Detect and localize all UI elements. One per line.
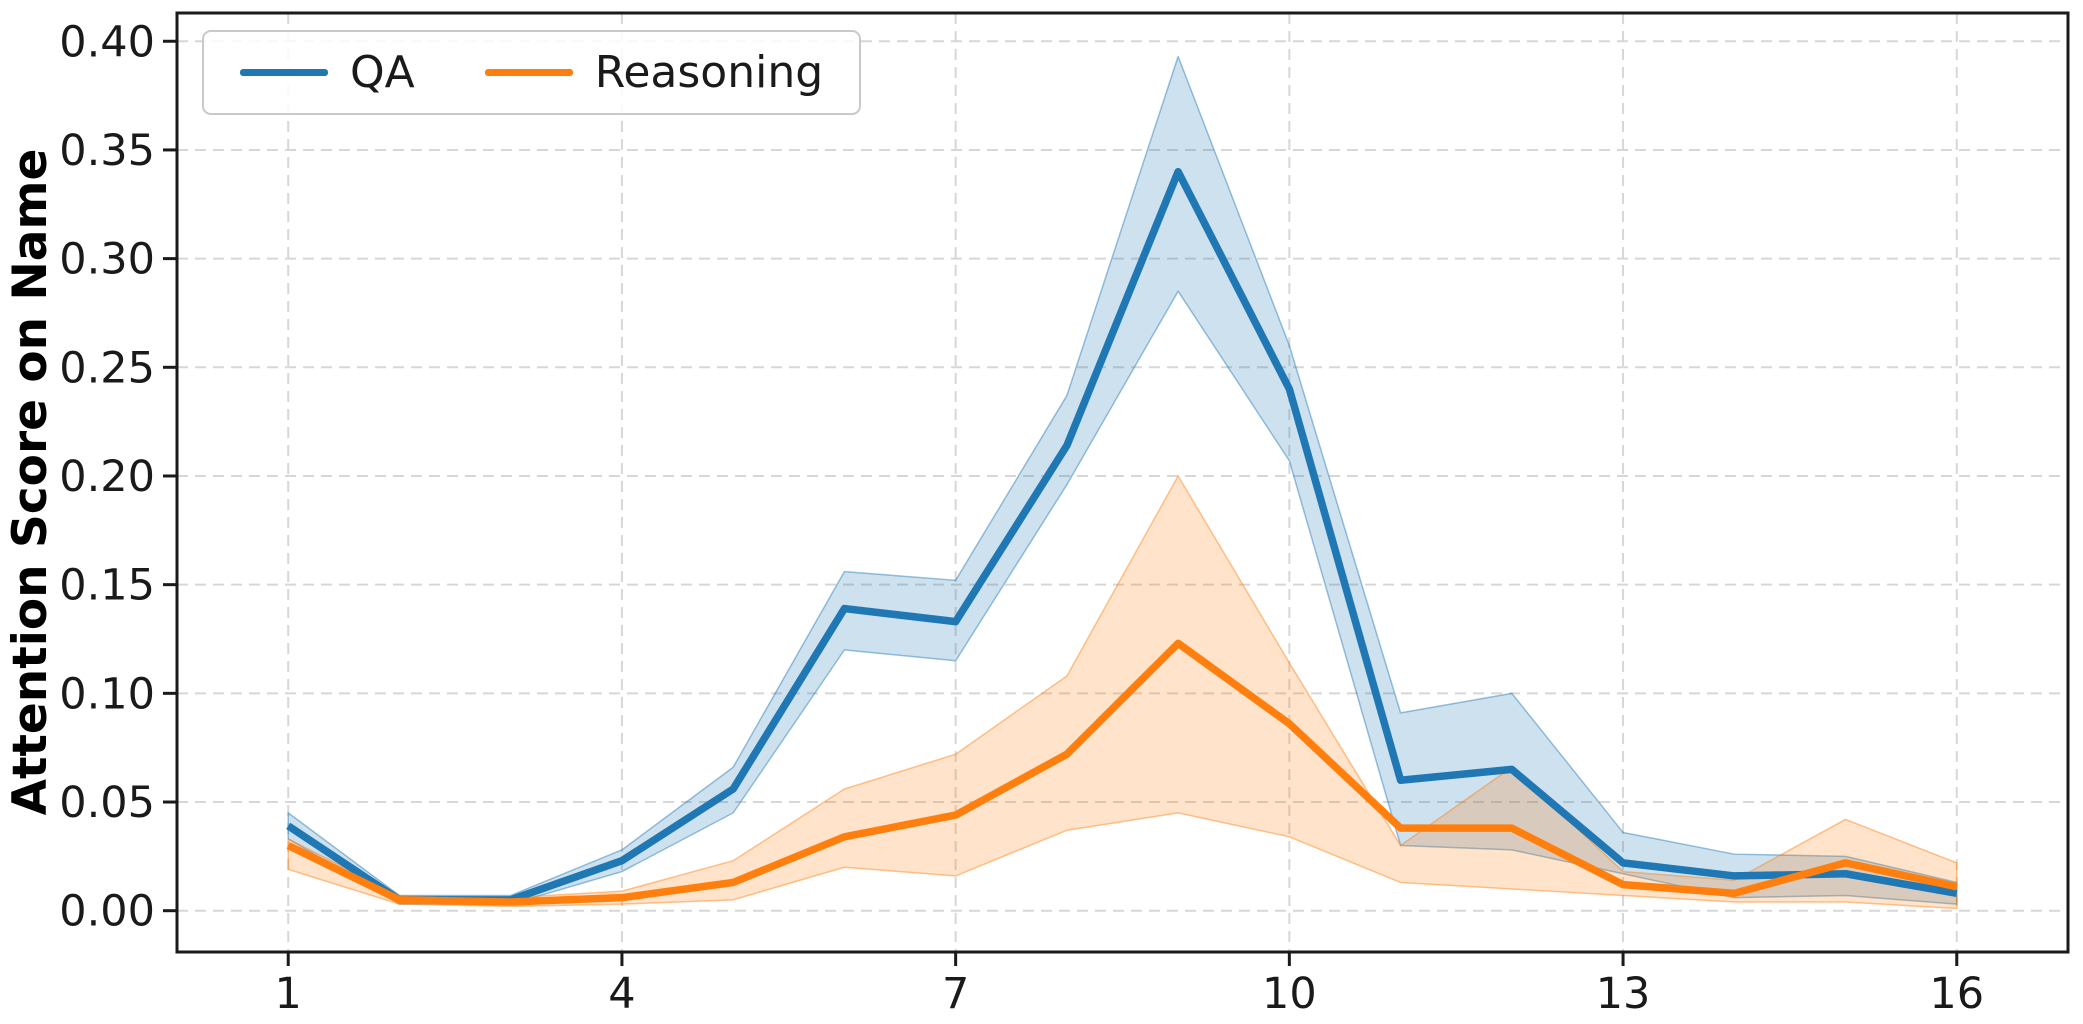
y-tick-label: 0.00 [59,887,155,937]
x-tick-label: 10 [1262,969,1317,1019]
legend: QA Reasoning [202,30,862,115]
reasoning-line-swatch [484,69,573,76]
qa-confidence-band [287,55,1958,905]
y-tick-label: 0.15 [59,561,155,611]
x-tick-label: 7 [942,969,969,1019]
reasoning-line [286,639,1958,906]
y-tick-label: 0.10 [59,669,155,719]
confidence-bands [287,55,1958,910]
legend-label-reasoning: Reasoning [594,46,824,98]
x-tick-label: 1 [275,969,302,1019]
y-tick-label: 0.30 [59,235,155,285]
plot-border [175,11,2070,954]
series-lines [286,167,1958,906]
y-tick-label: 0.25 [59,343,155,393]
x-tick-label: 4 [608,969,635,1019]
legend-item-qa: QA [240,46,415,98]
y-tick-label: 0.05 [59,778,155,828]
qa-line-swatch [240,69,328,76]
qa-line [286,167,1958,904]
y-tick-label: 0.40 [59,17,155,67]
gridlines [177,13,2068,952]
y-tick-label: 0.20 [59,452,155,502]
x-tick-label: 16 [1929,969,1984,1019]
tick-labels: 1 4 7 10 13 16 0.00 0.05 0.10 0.15 0.20 0.25 0.30 0.3… [59,17,1984,1019]
legend-label-qa: QA [350,46,415,98]
y-axis-label: Attention Score on Name [3,149,58,816]
x-tick-label: 13 [1596,969,1651,1019]
axis-ticks [163,39,1959,966]
y-tick-label: 0.35 [59,126,155,176]
reasoning-confidence-band [287,475,1958,910]
legend-item-reasoning: Reasoning [484,46,824,98]
